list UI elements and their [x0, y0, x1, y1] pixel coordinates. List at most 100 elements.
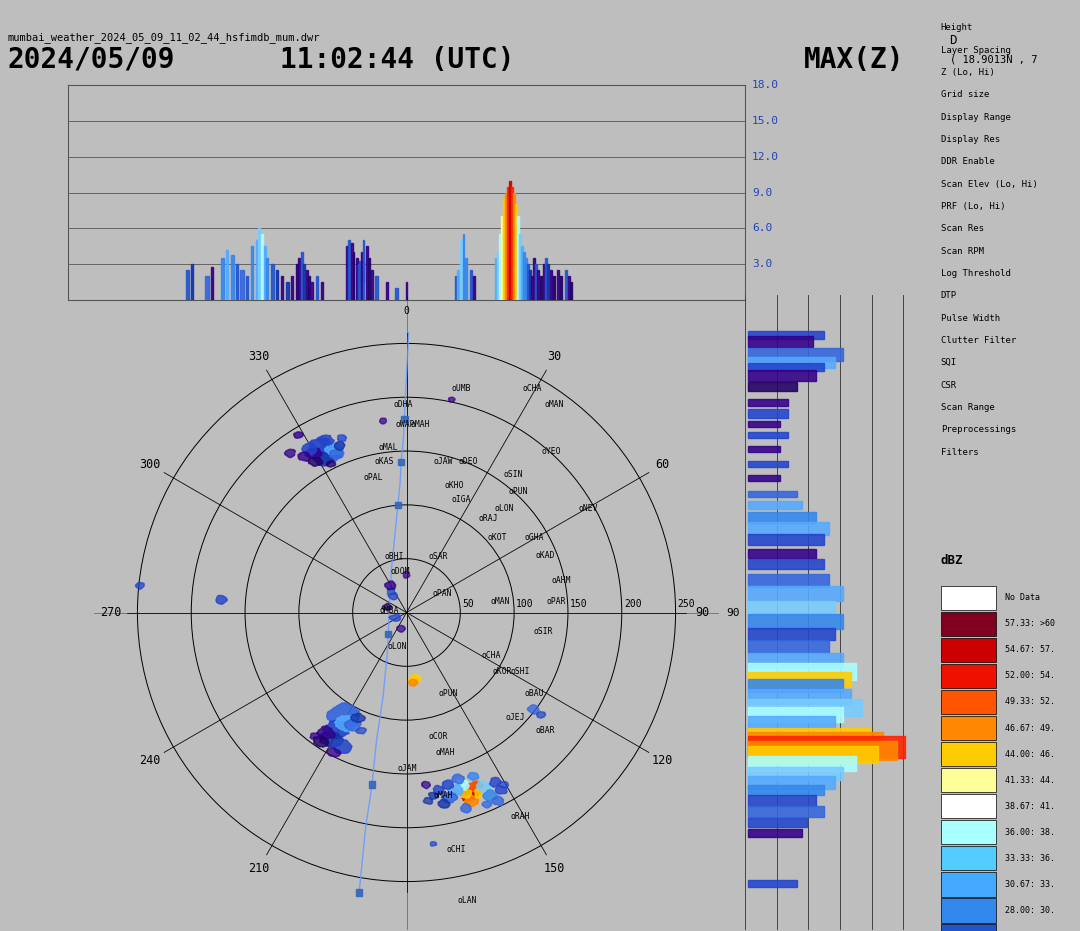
- Polygon shape: [468, 773, 478, 780]
- Bar: [747, 461, 788, 467]
- Polygon shape: [308, 457, 323, 466]
- Bar: [296, 264, 298, 300]
- Text: SQI: SQI: [941, 358, 957, 368]
- Text: oWAP: oWAP: [395, 420, 415, 428]
- Text: oYEO: oYEO: [541, 447, 561, 455]
- Bar: [395, 288, 399, 300]
- Bar: [348, 240, 350, 300]
- Text: 38.67: 41.: 38.67: 41.: [1004, 802, 1054, 811]
- Polygon shape: [312, 452, 334, 466]
- Bar: [212, 266, 214, 300]
- Bar: [747, 432, 788, 439]
- Text: 150: 150: [544, 862, 565, 875]
- Text: oMAH: oMAH: [410, 420, 430, 428]
- Polygon shape: [461, 789, 477, 802]
- Text: Layer Spacing: Layer Spacing: [941, 46, 1011, 55]
- Bar: [517, 216, 518, 300]
- Bar: [360, 261, 364, 282]
- Text: 52.00: 54.: 52.00: 54.: [1004, 671, 1054, 681]
- Text: 30.67: 33.: 30.67: 33.: [1004, 880, 1054, 889]
- Bar: [252, 247, 253, 300]
- Bar: [747, 740, 897, 760]
- Bar: [747, 586, 842, 600]
- Polygon shape: [333, 740, 352, 753]
- Text: oBHI: oBHI: [384, 552, 405, 561]
- Bar: [357, 264, 360, 300]
- Bar: [281, 277, 283, 300]
- Bar: [384, 631, 391, 637]
- Bar: [941, 638, 996, 662]
- Polygon shape: [491, 796, 503, 805]
- Text: oMAN: oMAN: [490, 598, 510, 606]
- Bar: [301, 252, 303, 300]
- Text: Pulse Width: Pulse Width: [941, 314, 1000, 323]
- Text: Preprocessings: Preprocessings: [941, 425, 1016, 435]
- Polygon shape: [320, 732, 343, 748]
- Bar: [747, 641, 829, 654]
- Text: oRAH: oRAH: [511, 813, 530, 821]
- Bar: [405, 282, 407, 300]
- Text: 150: 150: [570, 600, 588, 609]
- Text: 33.33: 36.: 33.33: 36.: [1004, 854, 1054, 863]
- Text: 60: 60: [656, 458, 670, 471]
- Bar: [258, 228, 260, 300]
- Polygon shape: [489, 777, 501, 787]
- Bar: [532, 258, 535, 300]
- Bar: [363, 240, 364, 300]
- Polygon shape: [323, 721, 349, 739]
- Text: oLAN: oLAN: [457, 897, 476, 906]
- Text: 240: 240: [139, 754, 161, 767]
- Text: 54.67: 57.: 54.67: 57.: [1004, 645, 1054, 654]
- Polygon shape: [470, 781, 483, 793]
- Polygon shape: [442, 780, 454, 789]
- Text: oMAH: oMAH: [433, 791, 453, 800]
- Bar: [548, 264, 549, 300]
- Text: oRAJ: oRAJ: [478, 514, 498, 523]
- Bar: [186, 270, 189, 300]
- Text: oMAN: oMAN: [544, 400, 564, 410]
- Text: 0: 0: [404, 306, 409, 316]
- Bar: [747, 573, 829, 587]
- Bar: [457, 270, 459, 300]
- Bar: [747, 559, 824, 570]
- Text: oAHM: oAHM: [552, 575, 571, 585]
- Text: oDEO: oDEO: [458, 457, 477, 466]
- Text: 100: 100: [516, 600, 534, 609]
- Bar: [473, 277, 475, 300]
- Polygon shape: [442, 792, 458, 803]
- Bar: [747, 446, 780, 452]
- Bar: [747, 767, 842, 780]
- Polygon shape: [429, 792, 437, 800]
- Bar: [511, 186, 513, 300]
- Polygon shape: [325, 443, 342, 454]
- Bar: [747, 501, 802, 509]
- Bar: [523, 252, 525, 300]
- Bar: [941, 898, 996, 923]
- Text: dBZ: dBZ: [941, 554, 963, 567]
- Text: oIGA: oIGA: [451, 495, 471, 504]
- Bar: [747, 680, 842, 692]
- Bar: [361, 252, 363, 300]
- Text: 300: 300: [139, 458, 161, 471]
- Bar: [747, 522, 829, 535]
- Text: oGHA: oGHA: [525, 533, 544, 542]
- Bar: [499, 235, 501, 300]
- Polygon shape: [527, 705, 539, 714]
- Polygon shape: [433, 786, 444, 795]
- Text: Scan RPM: Scan RPM: [941, 247, 984, 256]
- Bar: [747, 746, 878, 763]
- Text: oJEJ: oJEJ: [505, 713, 525, 722]
- Text: oKAD: oKAD: [536, 551, 555, 560]
- Polygon shape: [384, 581, 395, 589]
- Bar: [316, 277, 318, 300]
- Polygon shape: [310, 733, 320, 739]
- Bar: [321, 282, 323, 300]
- Bar: [545, 258, 546, 300]
- Polygon shape: [309, 438, 332, 453]
- Bar: [515, 205, 516, 300]
- Bar: [227, 250, 228, 300]
- Bar: [570, 282, 571, 300]
- Bar: [366, 247, 367, 300]
- Text: Height: Height: [941, 23, 973, 33]
- Bar: [470, 270, 472, 300]
